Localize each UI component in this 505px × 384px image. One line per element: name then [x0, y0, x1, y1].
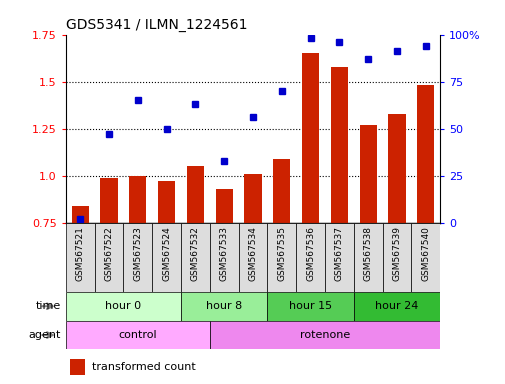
Text: GSM567540: GSM567540 — [421, 226, 429, 281]
Text: GSM567522: GSM567522 — [104, 226, 113, 281]
Bar — [267, 292, 353, 321]
Bar — [66, 292, 181, 321]
Bar — [210, 223, 238, 292]
Text: GDS5341 / ILMN_1224561: GDS5341 / ILMN_1224561 — [66, 18, 247, 32]
Bar — [158, 181, 175, 223]
Bar — [238, 223, 267, 292]
Text: GSM567534: GSM567534 — [248, 226, 257, 281]
Text: GSM567539: GSM567539 — [392, 226, 401, 281]
Text: hour 24: hour 24 — [375, 301, 418, 311]
Text: GSM567521: GSM567521 — [76, 226, 84, 281]
Text: GSM567533: GSM567533 — [219, 226, 228, 281]
Bar — [267, 223, 295, 292]
Text: GSM567536: GSM567536 — [306, 226, 315, 281]
Bar — [382, 223, 411, 292]
Text: rotenone: rotenone — [299, 330, 349, 340]
Bar — [71, 206, 89, 223]
Text: hour 15: hour 15 — [288, 301, 331, 311]
Bar — [69, 359, 84, 375]
Bar — [215, 189, 232, 223]
Text: agent: agent — [28, 330, 61, 340]
Bar — [353, 223, 382, 292]
Bar — [330, 66, 347, 223]
Text: hour 0: hour 0 — [105, 301, 141, 311]
Bar — [129, 176, 146, 223]
Text: transformed count: transformed count — [92, 362, 195, 372]
Bar — [181, 292, 267, 321]
Text: GSM567523: GSM567523 — [133, 226, 142, 281]
Text: GSM567535: GSM567535 — [277, 226, 286, 281]
Bar — [244, 174, 261, 223]
Bar — [100, 177, 117, 223]
Text: time: time — [35, 301, 61, 311]
Bar — [273, 159, 290, 223]
Text: GSM567524: GSM567524 — [162, 226, 171, 281]
Bar — [353, 292, 439, 321]
Bar — [66, 223, 94, 292]
Bar — [295, 223, 324, 292]
Bar — [416, 85, 434, 223]
Bar — [411, 223, 439, 292]
Bar — [388, 114, 405, 223]
Text: GSM567532: GSM567532 — [190, 226, 199, 281]
Bar — [210, 321, 439, 349]
Text: GSM567537: GSM567537 — [334, 226, 343, 281]
Bar — [359, 125, 376, 223]
Bar — [324, 223, 353, 292]
Bar — [123, 223, 152, 292]
Text: hour 8: hour 8 — [206, 301, 242, 311]
Bar — [94, 223, 123, 292]
Text: control: control — [118, 330, 157, 340]
Bar — [301, 53, 319, 223]
Bar — [186, 166, 204, 223]
Bar — [152, 223, 181, 292]
Text: GSM567538: GSM567538 — [363, 226, 372, 281]
Bar — [66, 321, 210, 349]
Bar — [181, 223, 210, 292]
